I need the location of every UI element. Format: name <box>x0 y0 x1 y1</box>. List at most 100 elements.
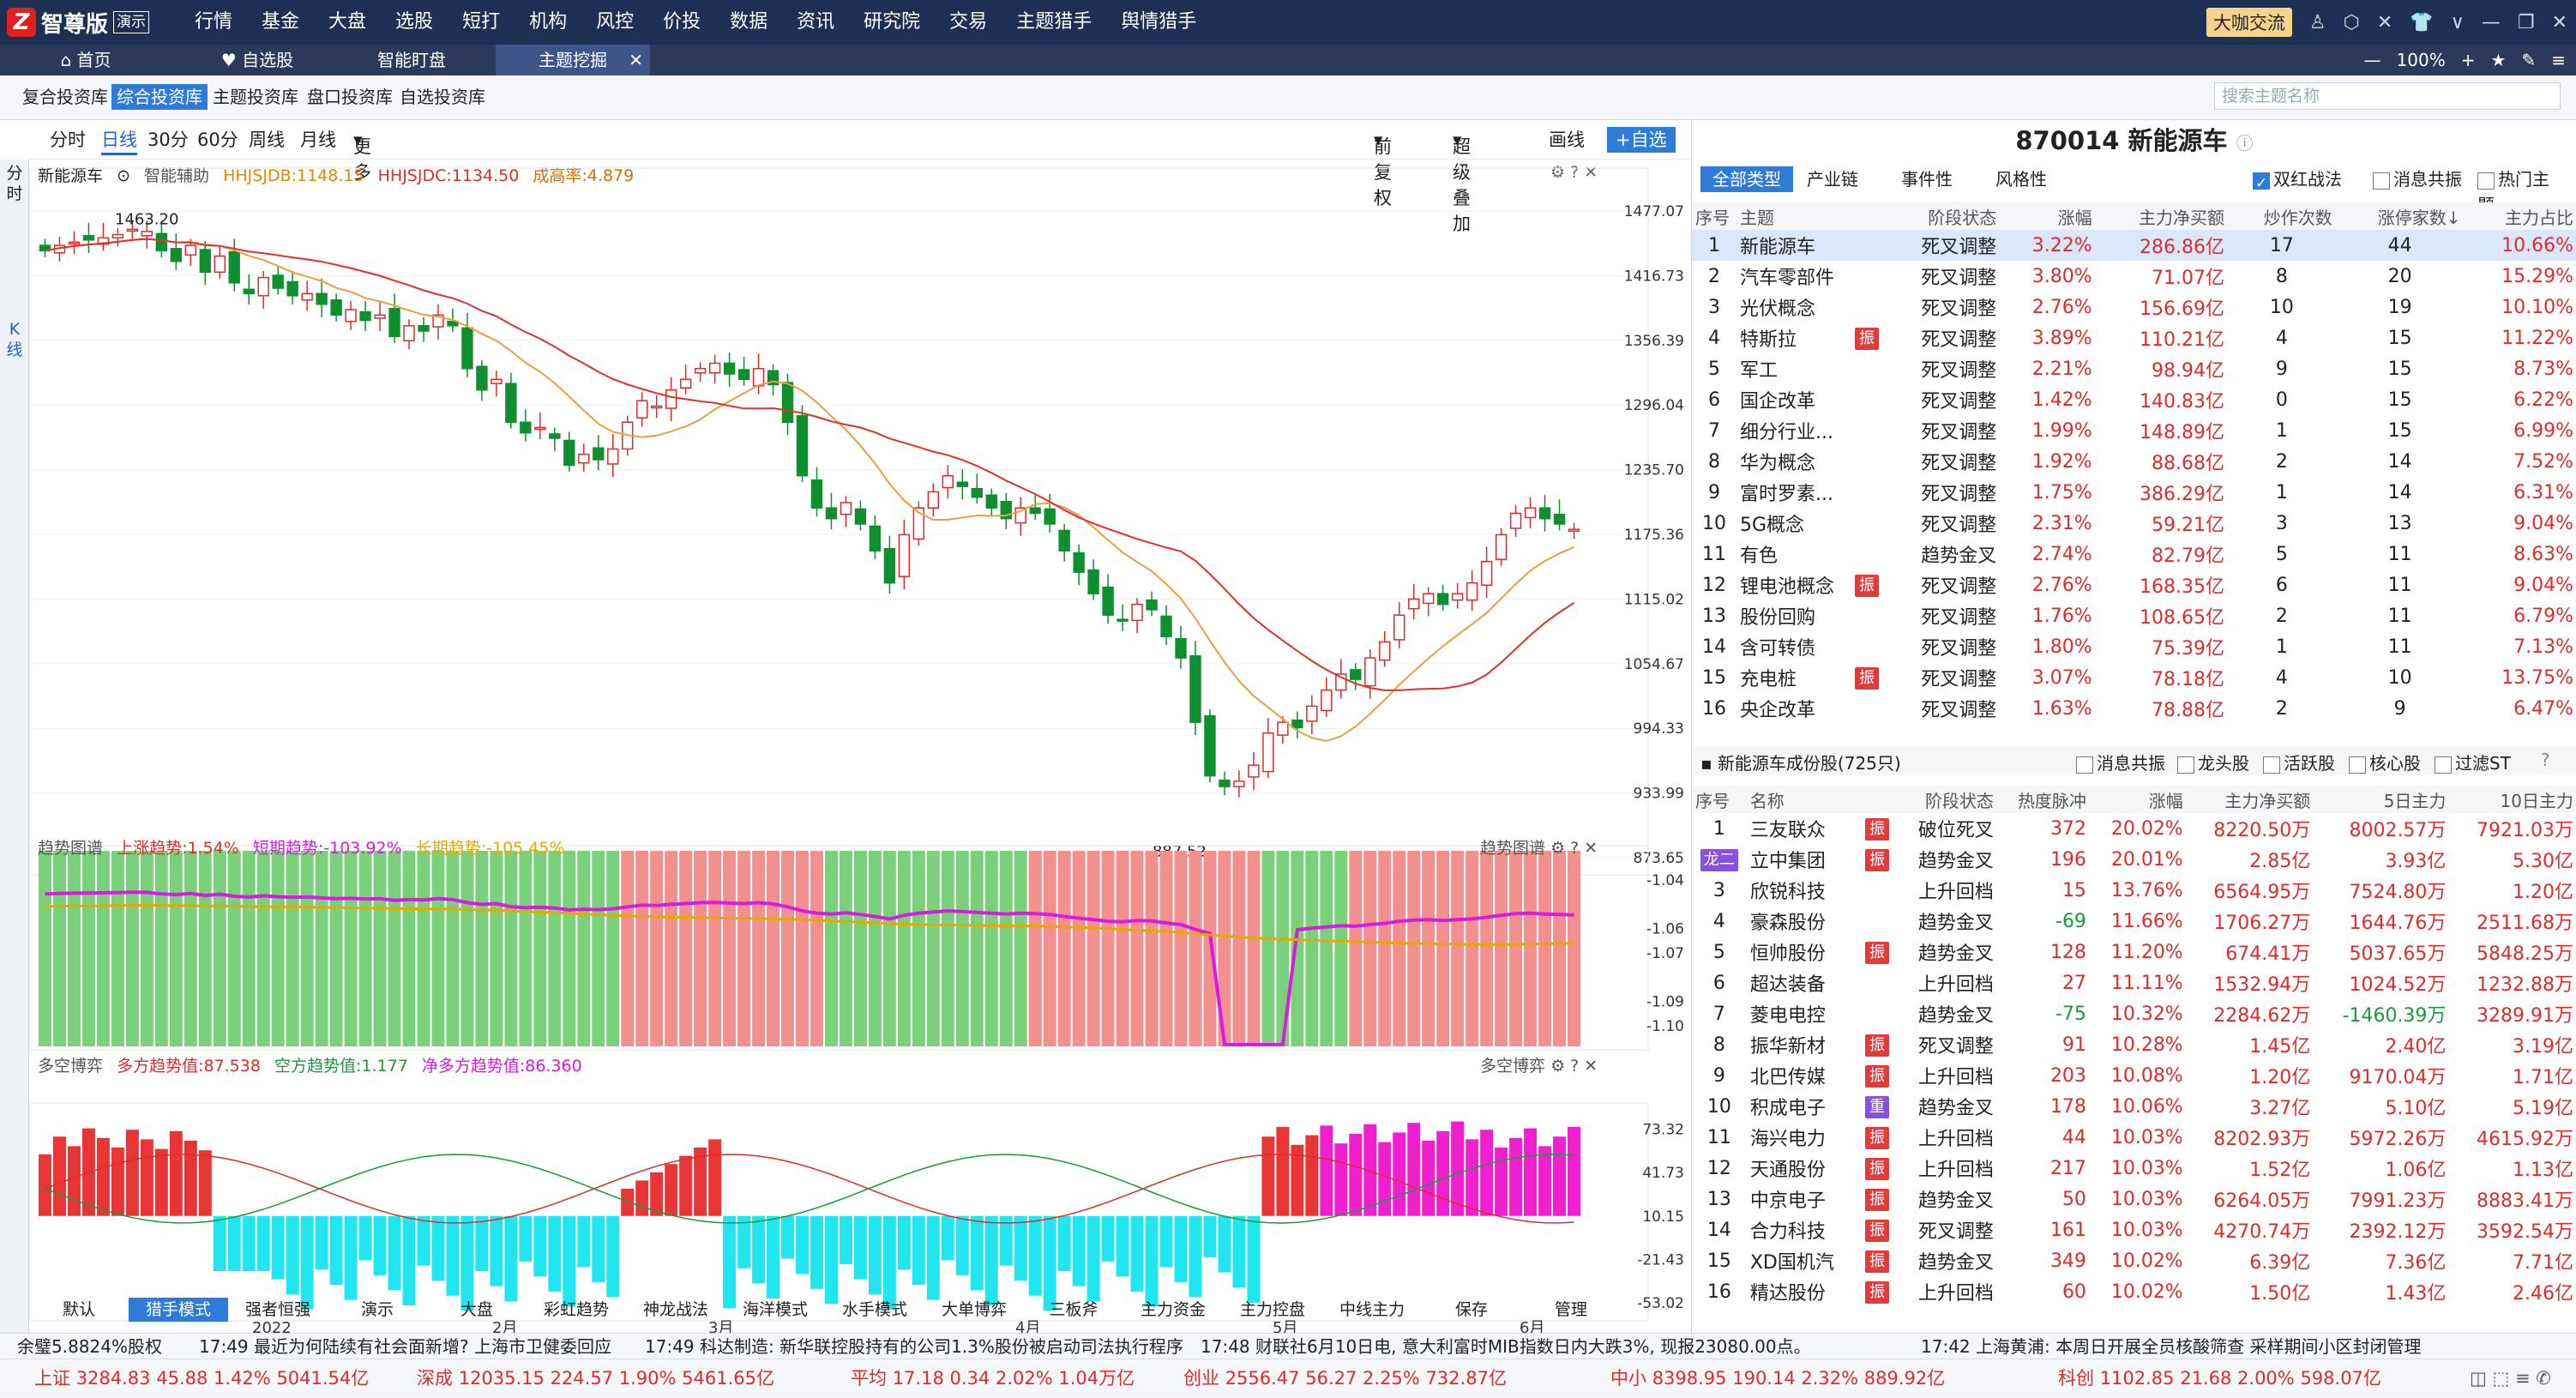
rail-timeshare-1[interactable]: 分 <box>6 164 23 183</box>
table-row[interactable]: 13 股份回购 死叉调整 1.76% 108.65亿 2 11 6.79% <box>1692 600 2576 631</box>
subnav-item-handicap[interactable]: 盘口投资库 <box>307 87 393 107</box>
table-row[interactable]: 3 欣锐科技 上升回档 15 13.76% 6564.95万 7524.80万 1.20亿 <box>1692 875 2576 906</box>
table-row[interactable]: 4 豪森股份 趋势金叉 -69 11.66% 1706.27万 1644.76万 2511.6… <box>1692 906 2576 937</box>
maximize-icon[interactable]: ❐ <box>2517 11 2535 33</box>
menu-item-9[interactable]: 资讯 <box>797 11 835 33</box>
table-row[interactable]: 1 新能源车 死叉调整 3.22% 286.86亿 17 44 10.66% <box>1692 230 2576 261</box>
news-item[interactable]: 17:49 最近为何陆续有社会面新增? 上海市卫健委回应 <box>199 1336 611 1357</box>
news-item[interactable]: 17:48 财联社6月10日电, 意大利富时MIB指数日内大跌3%, 现报230… <box>1201 1336 1811 1357</box>
settings-icon[interactable]: ⬡ <box>2343 11 2360 33</box>
table-row[interactable]: 7 细分行业... 死叉调整 1.99% 148.89亿 1 15 6.99% <box>1692 415 2576 446</box>
expert-chat-button[interactable]: 大咖交流 <box>2206 8 2292 37</box>
table-row[interactable]: 13 中京电子 振 趋势金叉 50 10.03% 6264.05万 7991.23万 8883.… <box>1692 1184 2576 1214</box>
pin-icon[interactable]: ✎ <box>2521 50 2537 70</box>
index-quote[interactable]: 平均 17.18 0.34 2.02% 1.04万亿 <box>851 1368 1135 1389</box>
indicator-tab-4[interactable]: 大盘 <box>460 1300 493 1319</box>
index-quote[interactable]: 科创 1102.85 21.68 2.00% 598.07亿 <box>2058 1368 2381 1389</box>
filter-event[interactable]: 事件性 <box>1901 169 1953 190</box>
menu-item-2[interactable]: 大盘 <box>328 11 367 33</box>
table-row[interactable]: 2 汽车零部件 死叉调整 3.80% 71.07亿 8 20 15.29% <box>1692 261 2576 292</box>
menu-item-11[interactable]: 交易 <box>949 11 988 33</box>
subnav-item-custom[interactable]: 自选投资库 <box>400 87 485 107</box>
indicator-tab-2[interactable]: 强者恒强 <box>244 1300 310 1319</box>
plus-icon[interactable]: + <box>2460 50 2476 70</box>
period-30min[interactable]: 30分 <box>147 130 189 150</box>
subnav-item-comprehensive[interactable]: 综合投资库 <box>111 84 208 110</box>
subnav-item-theme[interactable]: 主题投资库 <box>213 87 298 107</box>
period-60min[interactable]: 60分 <box>197 130 238 150</box>
table-row[interactable]: 10 5G概念 死叉调整 2.31% 59.21亿 3 13 9.04% <box>1692 508 2576 539</box>
table-row[interactable]: 4 特斯拉 振 死叉调整 3.89% 110.21亿 4 15 11.22% <box>1692 322 2576 353</box>
app-logo[interactable]: Z 智尊版 演示 <box>7 5 150 39</box>
rail-timeshare-2[interactable]: 时 <box>6 184 23 203</box>
star-icon[interactable]: ★ <box>2490 50 2507 70</box>
table-row[interactable]: 12 锂电池概念振 死叉调整 2.76% 168.35亿 6 11 9.04% <box>1692 569 2576 600</box>
help-icon[interactable]: ? <box>1570 1057 1580 1076</box>
overlay-button[interactable]: 超级叠加 ▾ <box>1453 130 1471 234</box>
period-timeshare[interactable]: 分时 <box>50 130 86 150</box>
draw-button[interactable]: 画线 <box>1549 130 1585 150</box>
settings-icon[interactable]: ⚙ <box>1550 1057 1566 1076</box>
table-row[interactable]: 15 XD国机汽 振 趋势金叉 349 10.02% 6.39亿 7.36亿 7.71亿 <box>1692 1245 2576 1276</box>
menu-item-7[interactable]: 价投 <box>663 11 701 33</box>
table-row[interactable]: 3 光伏概念 死叉调整 2.76% 156.69亿 10 19 10.10% <box>1692 292 2576 322</box>
indicator-tab-15[interactable]: 管理 <box>1554 1300 1587 1319</box>
filter-industry-chain[interactable]: 产业链 <box>1807 169 1858 190</box>
theme-search-input[interactable]: 搜索主题名称 <box>2214 82 2561 110</box>
table-row[interactable]: 6 国企改革 死叉调整 1.42% 140.83亿 0 15 6.22% <box>1692 384 2576 415</box>
menu-item-4[interactable]: 短打 <box>462 11 501 33</box>
rail-kline-1[interactable]: K <box>9 320 21 339</box>
menu-item-1[interactable]: 基金 <box>262 11 300 33</box>
news-item[interactable]: 17:42 上海黄浦: 本周日开展全员核酸筛查 采样期间小区封闭管理 <box>1921 1336 2422 1357</box>
indicator-tab-14[interactable]: 保存 <box>1454 1300 1488 1319</box>
menu-item-5[interactable]: 机构 <box>529 11 568 33</box>
period-more[interactable]: 更多 ▾ <box>353 130 371 183</box>
check-active[interactable]: 活跃股 <box>2263 750 2335 774</box>
news-item[interactable]: 余璧5.8824%股权 <box>17 1336 162 1357</box>
close-icon[interactable]: ✕ <box>2551 11 2567 33</box>
info-icon[interactable]: ⓘ <box>2236 133 2254 154</box>
table-row[interactable]: 11 海兴电力 振 上升回档 44 10.03% 8202.93万 5972.26万 4615.… <box>1692 1122 2576 1153</box>
close-icon[interactable]: ✕ <box>1584 1057 1598 1076</box>
minimize-icon[interactable]: — <box>2481 11 2501 33</box>
index-quote[interactable]: 上证 3284.83 45.88 1.42% 5041.54亿 <box>34 1368 370 1389</box>
indicator-tab-11[interactable]: 主力资金 <box>1140 1300 1206 1319</box>
table-row[interactable]: 14 合力科技 振 死叉调整 161 10.03% 4270.74万 2392.12万 3592… <box>1692 1214 2576 1245</box>
table-row[interactable]: 12 天通股份 振 上升回档 217 10.03% 1.52亿 1.06亿 1.13亿 <box>1692 1153 2576 1184</box>
tab-watchlist[interactable]: ♥ 自选股 <box>220 50 294 70</box>
help-icon[interactable]: ? <box>1570 839 1580 858</box>
skin-icon[interactable]: 👕 <box>2410 11 2434 33</box>
menu-item-12[interactable]: 主题猎手 <box>1016 11 1092 33</box>
table-row[interactable]: 5 军工 死叉调整 2.21% 98.94亿 9 15 8.73% <box>1692 353 2576 384</box>
close-icon[interactable]: ✕ <box>1584 839 1598 858</box>
menu-item-3[interactable]: 选股 <box>395 11 434 33</box>
settings-icon[interactable]: ⚙ <box>1550 839 1566 858</box>
indicator-tab-13[interactable]: 中线主力 <box>1339 1300 1405 1319</box>
check-core[interactable]: 核心股 <box>2349 750 2421 774</box>
tools-icon[interactable]: ✕ <box>2376 11 2393 33</box>
period-weekly[interactable]: 周线 <box>249 130 285 150</box>
adjust-button[interactable]: 前复权 ▾ <box>1374 130 1392 208</box>
table-row[interactable]: 6 超达装备 上升回档 27 11.11% 1532.94万 1024.52万 1232.88… <box>1692 967 2576 998</box>
table-row[interactable]: 8 振华新材 振 死叉调整 91 10.28% 1.45亿 2.40亿 3.19亿 <box>1692 1029 2576 1060</box>
kline-dropdown-icon[interactable]: ⊙ <box>117 166 130 185</box>
table-row[interactable]: 8 华为概念 死叉调整 1.92% 88.68亿 2 14 7.52% <box>1692 446 2576 477</box>
menu-item-10[interactable]: 研究院 <box>864 11 921 33</box>
table-row[interactable]: 16 央企改革 死叉调整 1.63% 78.88亿 2 9 6.47% <box>1692 693 2576 724</box>
check-news[interactable]: 消息共振 <box>2076 750 2165 774</box>
indicator-tab-1[interactable]: 猎手模式 <box>129 1298 228 1322</box>
help-icon[interactable]: ? <box>2541 750 2550 770</box>
indicator-tab-7[interactable]: 海洋模式 <box>742 1300 808 1319</box>
help-icon[interactable]: ? <box>1570 163 1580 182</box>
indicator-tab-3[interactable]: 演示 <box>360 1300 394 1319</box>
table-row[interactable]: 10 积成电子 重 趋势金叉 178 10.06% 3.27亿 5.10亿 5.19亿 <box>1692 1091 2576 1122</box>
table-row[interactable]: 5 恒帅股份 振 趋势金叉 128 11.20% 674.41万 5037.65万 5848.2… <box>1692 937 2576 967</box>
tab-smart-monitor[interactable]: 智能盯盘 <box>377 50 446 70</box>
indicator-tab-12[interactable]: 主力控盘 <box>1239 1300 1305 1319</box>
indicator-tab-5[interactable]: 彩虹趋势 <box>543 1300 609 1319</box>
menu-item-6[interactable]: 风控 <box>596 11 635 33</box>
more-icon[interactable]: ≡ <box>2551 50 2566 70</box>
news-item[interactable]: 17:49 科达制造: 新华联控股持有的公司1.3%股份被启动司法执行程序 <box>645 1336 1183 1357</box>
user-icon[interactable]: ♙ <box>2308 11 2326 33</box>
check-leader[interactable]: 龙头股 <box>2177 750 2249 774</box>
